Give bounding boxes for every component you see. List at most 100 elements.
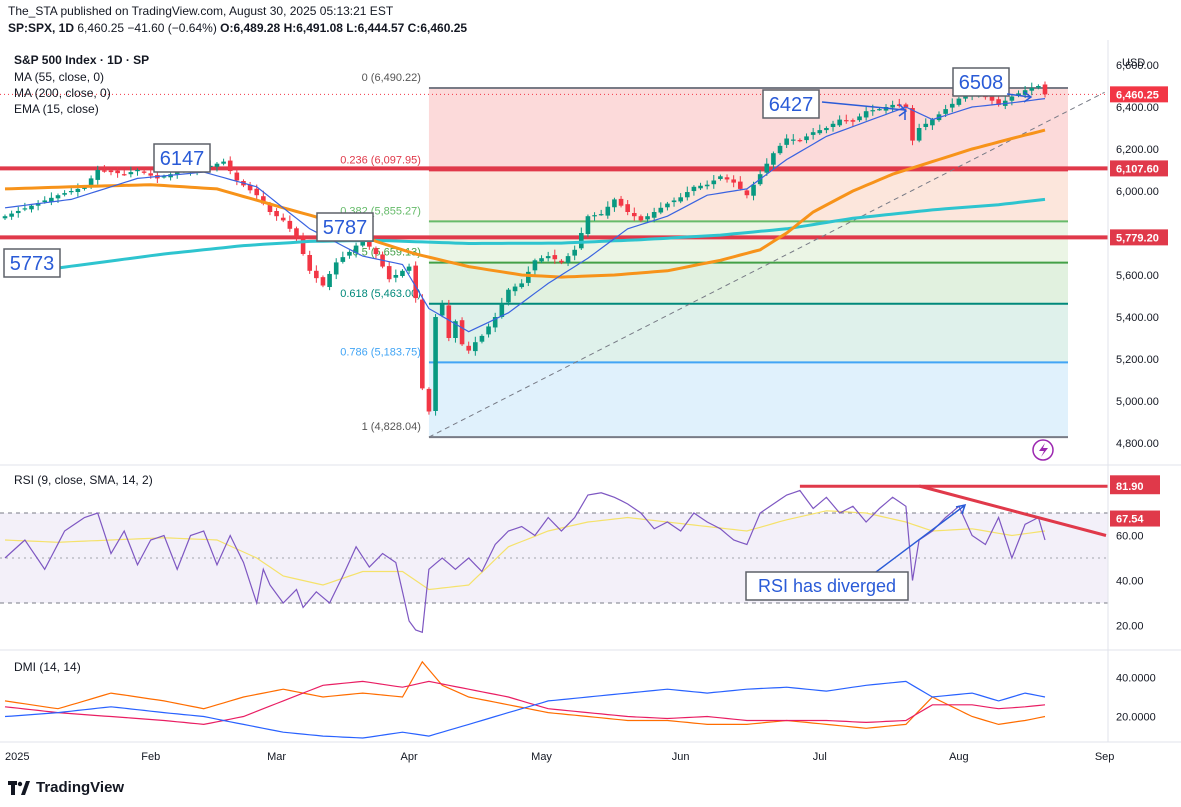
candle-body — [314, 270, 319, 279]
legend-item: MA (55, close, 0) — [14, 70, 104, 84]
candle-body — [1009, 96, 1015, 101]
chart-canvas[interactable]: 0 (6,490.22)0.236 (6,097.95)0.382 (5,855… — [0, 40, 1181, 775]
candle-body — [698, 185, 703, 189]
annotation-box — [762, 89, 820, 119]
candle — [9, 210, 14, 220]
candle — [817, 124, 823, 135]
candle-body — [108, 170, 114, 173]
candle-body — [459, 320, 465, 345]
candle-body — [214, 163, 220, 167]
candle-body — [161, 176, 167, 178]
candle — [1036, 84, 1041, 90]
candle-body — [1036, 86, 1041, 88]
candle-body — [499, 303, 505, 317]
rsi-last-tag — [1110, 510, 1160, 527]
candle — [698, 182, 703, 190]
candle — [552, 249, 558, 264]
candle — [625, 199, 630, 216]
candle — [479, 334, 485, 344]
candle-body — [141, 171, 147, 173]
candle-body — [612, 199, 617, 208]
legend-item: EMA (15, close) — [14, 102, 99, 116]
candle — [280, 213, 286, 223]
x-tick-label: Feb — [141, 751, 160, 763]
ohlc-line: SP:SPX, 1D 6,460.25 −41.60 (−0.64%) O:6,… — [8, 21, 467, 35]
candle-body — [174, 172, 180, 175]
candle — [274, 208, 279, 221]
candle-body — [287, 220, 293, 229]
candle-body — [724, 177, 730, 180]
candle-body — [274, 210, 279, 217]
candle-body — [406, 266, 412, 271]
candle-body — [333, 262, 339, 275]
candle — [579, 227, 584, 250]
candle-body — [890, 104, 895, 108]
candle — [572, 245, 577, 261]
footer-brand[interactable]: TradingView — [8, 779, 124, 796]
candle-body — [386, 266, 392, 280]
candle — [545, 251, 551, 262]
candle-body — [790, 139, 796, 141]
candle — [459, 317, 465, 346]
candle-body — [857, 116, 862, 121]
candle — [439, 300, 445, 318]
level-price-tag — [1110, 229, 1168, 246]
candle-body — [678, 197, 683, 202]
y-tick-label: 4,800.00 — [1116, 438, 1159, 450]
candle-body — [996, 99, 1001, 105]
candle — [135, 168, 140, 176]
candle-body — [989, 95, 995, 101]
candle — [559, 259, 564, 265]
candle-body — [658, 207, 664, 213]
candle — [406, 263, 412, 274]
candle-body — [910, 108, 915, 141]
candle-body — [486, 326, 491, 335]
candle — [863, 107, 869, 121]
fib-label: 0.236 (6,097.95) — [340, 154, 421, 166]
fib-label: 1 (4,828.04) — [362, 421, 421, 433]
candle-body — [645, 216, 650, 220]
ma55-line — [4, 128, 1046, 279]
high-value: H:6,491.08 — [283, 21, 343, 35]
last-price-text: 6,460.25 — [1116, 89, 1159, 101]
candle-body — [923, 123, 929, 127]
x-tick-label: Jul — [813, 751, 827, 763]
annotation-text: 5787 — [323, 217, 368, 239]
candle-body — [559, 260, 564, 263]
candle-body — [35, 203, 41, 206]
candle-body — [631, 213, 637, 217]
candle-body — [737, 181, 743, 189]
fib-zone — [428, 303, 1068, 363]
candle-body — [300, 235, 306, 254]
fib-zone — [428, 88, 1068, 171]
ma200-line — [4, 197, 1046, 277]
annotation-box — [153, 143, 211, 173]
candle — [684, 186, 690, 201]
candle-body — [466, 345, 471, 351]
candle — [121, 169, 127, 176]
candle-body — [691, 186, 697, 192]
annotation-text: 6508 — [959, 72, 1004, 94]
candle-body — [88, 178, 94, 186]
candle-body — [592, 215, 597, 217]
dmi-y-tick: 20.0000 — [1116, 712, 1156, 724]
candle — [598, 209, 604, 216]
candle — [486, 323, 491, 338]
candle — [618, 195, 624, 208]
candle — [956, 96, 962, 107]
level-price-text: 6,107.60 — [1116, 163, 1159, 175]
candle-body — [751, 184, 756, 196]
y-tick-label: 6,000.00 — [1116, 186, 1159, 198]
candle-body — [340, 257, 346, 262]
candle-body — [850, 120, 856, 122]
candle-body — [565, 256, 571, 263]
candle — [102, 165, 107, 173]
candle-body — [42, 200, 48, 203]
candle-body — [949, 103, 955, 108]
candle — [804, 133, 809, 144]
candle-body — [704, 184, 710, 187]
candle — [691, 185, 697, 196]
candle-body — [903, 104, 909, 107]
x-tick-label: 2025 — [5, 751, 29, 763]
tradingview-logo-icon — [8, 780, 30, 795]
